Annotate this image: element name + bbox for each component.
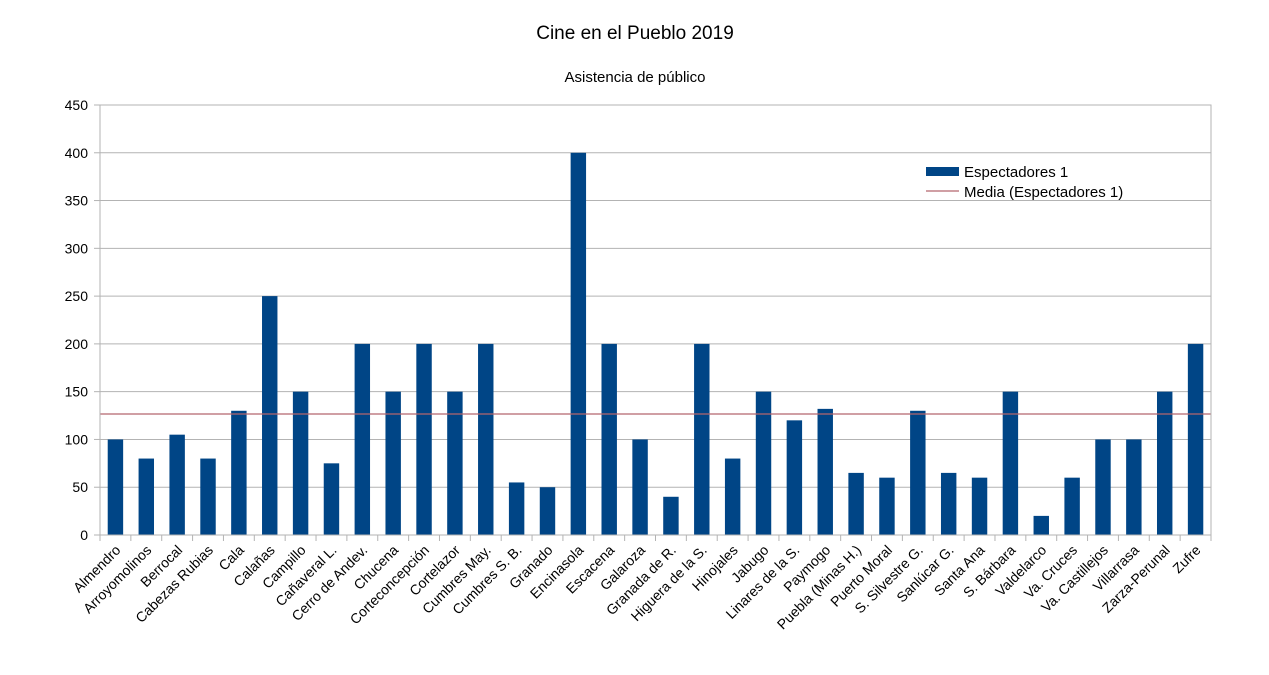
- bar-9: [354, 343, 371, 535]
- chart-title: Cine en el Pueblo 2019: [536, 23, 734, 44]
- bar-20: [694, 343, 710, 535]
- bar-26: [879, 477, 895, 535]
- bar-30: [1002, 391, 1019, 535]
- bar-7: [292, 391, 309, 535]
- bar-13: [478, 343, 494, 535]
- bar-15: [539, 487, 556, 535]
- bars: [107, 152, 1204, 535]
- y-tick-label: 400: [65, 145, 89, 161]
- bar-29: [971, 477, 988, 535]
- bar-23: [786, 420, 803, 535]
- bar-16: [570, 152, 587, 535]
- bar-27: [910, 410, 926, 535]
- bar-12: [447, 391, 463, 535]
- bar-1: [107, 439, 124, 535]
- legend-label-bars: Espectadores 1: [964, 164, 1068, 181]
- bar-22: [755, 391, 772, 535]
- bar-14: [508, 482, 525, 535]
- y-tick-labels: 0 50 100 150 200 250 300 350 400 450: [65, 97, 89, 543]
- bar-36: [1187, 343, 1204, 535]
- x-tick-label: Zufre: [1169, 542, 1204, 577]
- y-tick-label: 0: [80, 527, 88, 543]
- bar-33: [1095, 439, 1111, 535]
- bar-31: [1033, 515, 1049, 535]
- y-tick-label: 450: [65, 97, 89, 113]
- bar-25: [848, 472, 864, 535]
- chart-subtitle: Asistencia de público: [565, 69, 706, 86]
- bar-32: [1064, 477, 1080, 535]
- bar-17: [601, 343, 617, 535]
- y-tick-label: 200: [65, 336, 89, 352]
- y-tick-label: 150: [65, 384, 89, 400]
- bar-21: [724, 458, 741, 535]
- legend-label-mean: Media (Espectadores 1): [964, 184, 1123, 201]
- bar-28: [940, 472, 957, 535]
- bar-11: [416, 343, 432, 535]
- legend: Espectadores 1 Media (Espectadores 1): [926, 164, 1123, 201]
- bar-8: [323, 463, 340, 535]
- bar-10: [385, 391, 401, 535]
- y-tick-label: 50: [72, 479, 88, 495]
- bar-24: [817, 408, 833, 535]
- axes: [99, 104, 1212, 541]
- bar-5: [231, 410, 247, 535]
- bar-35: [1156, 391, 1173, 535]
- y-tick-label: 300: [65, 240, 89, 256]
- legend-swatch-bars: [926, 167, 959, 176]
- bar-18: [632, 439, 648, 535]
- bar-4: [200, 458, 216, 535]
- bar-2: [138, 458, 155, 535]
- bar-19: [663, 496, 679, 535]
- bar-34: [1126, 439, 1142, 535]
- y-tick-label: 250: [65, 288, 89, 304]
- y-tick-label: 100: [65, 431, 89, 447]
- y-tick-label: 350: [65, 193, 89, 209]
- bar-3: [169, 434, 185, 535]
- bar-6: [262, 296, 278, 535]
